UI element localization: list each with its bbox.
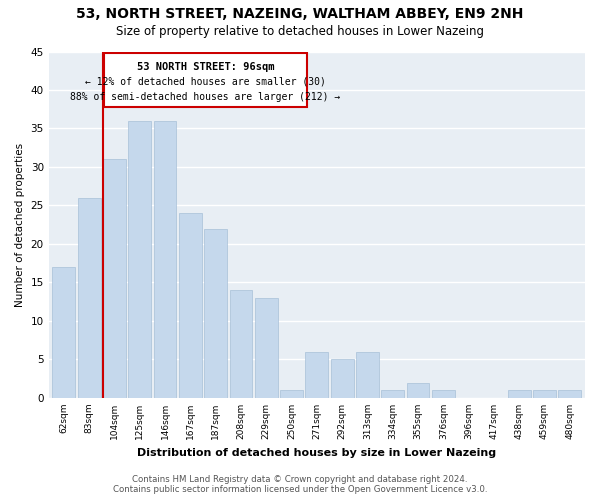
Bar: [52, 267, 75, 398]
Y-axis label: Number of detached properties: Number of detached properties: [15, 142, 25, 307]
X-axis label: Distribution of detached houses by size in Lower Nazeing: Distribution of detached houses by size …: [137, 448, 496, 458]
Text: Contains public sector information licensed under the Open Government Licence v3: Contains public sector information licen…: [113, 485, 487, 494]
Bar: [255, 298, 278, 398]
FancyBboxPatch shape: [104, 53, 307, 107]
Bar: [559, 390, 581, 398]
Text: 88% of semi-detached houses are larger (212) →: 88% of semi-detached houses are larger (…: [70, 92, 341, 102]
Bar: [103, 160, 126, 398]
Text: ← 12% of detached houses are smaller (30): ← 12% of detached houses are smaller (30…: [85, 77, 326, 87]
Bar: [533, 390, 556, 398]
Bar: [78, 198, 101, 398]
Bar: [128, 121, 151, 398]
Text: 53 NORTH STREET: 96sqm: 53 NORTH STREET: 96sqm: [137, 62, 274, 72]
Text: Size of property relative to detached houses in Lower Nazeing: Size of property relative to detached ho…: [116, 25, 484, 38]
Bar: [280, 390, 303, 398]
Bar: [305, 352, 328, 398]
Bar: [508, 390, 530, 398]
Bar: [154, 121, 176, 398]
Bar: [432, 390, 455, 398]
Bar: [331, 360, 353, 398]
Bar: [407, 382, 430, 398]
Text: Contains HM Land Registry data © Crown copyright and database right 2024.: Contains HM Land Registry data © Crown c…: [132, 475, 468, 484]
Text: 53, NORTH STREET, NAZEING, WALTHAM ABBEY, EN9 2NH: 53, NORTH STREET, NAZEING, WALTHAM ABBEY…: [76, 8, 524, 22]
Bar: [230, 290, 253, 398]
Bar: [356, 352, 379, 398]
Bar: [204, 228, 227, 398]
Bar: [179, 213, 202, 398]
Bar: [382, 390, 404, 398]
